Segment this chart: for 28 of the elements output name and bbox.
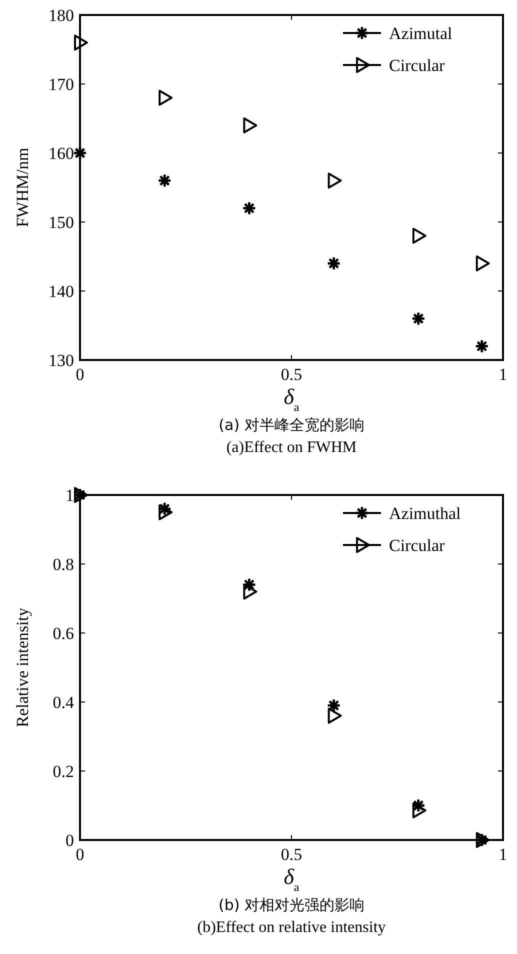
legend-label: Circular [389,56,446,75]
x-tick-label: 0.5 [280,365,302,384]
y-tick-label: 1 [66,486,74,505]
x-tick-label: 1 [498,365,508,384]
y-tick-label: 150 [48,213,74,232]
y-tick-label: 0 [66,831,74,850]
y-tick-label: 140 [48,282,74,301]
y-tick-label: 130 [48,351,74,370]
y-tick-label: 0.4 [52,693,74,712]
text: (b)Effect on relative intensity [197,919,386,936]
y-tick-label: 0.6 [52,624,74,643]
y-axis-title: Relative intensity [13,607,32,728]
y-tick-label: 160 [48,144,74,163]
x-tick-label: 0.5 [280,845,302,864]
legend-label: Azimuthal [389,504,462,523]
x-tick-label: 1 [498,845,508,864]
legend-label: Circular [389,536,446,555]
y-tick-label: 170 [48,75,74,94]
text: (b) 对相对光强的影响 [218,896,364,914]
y-axis-title: FWHM/nm [13,148,32,228]
y-tick-label: 0.2 [52,762,74,781]
x-axis-title: δ$_{a}$ [284,384,300,414]
text: (a) 对半峰全宽的影响 [218,416,364,434]
text: (a)Effect on FWHM [226,439,357,456]
legend-label: Azimutal [389,24,453,43]
y-tick-label: 180 [48,6,74,25]
x-axis-title: δ$_{a}$ [284,864,300,894]
y-tick-label: 0.8 [52,555,74,574]
